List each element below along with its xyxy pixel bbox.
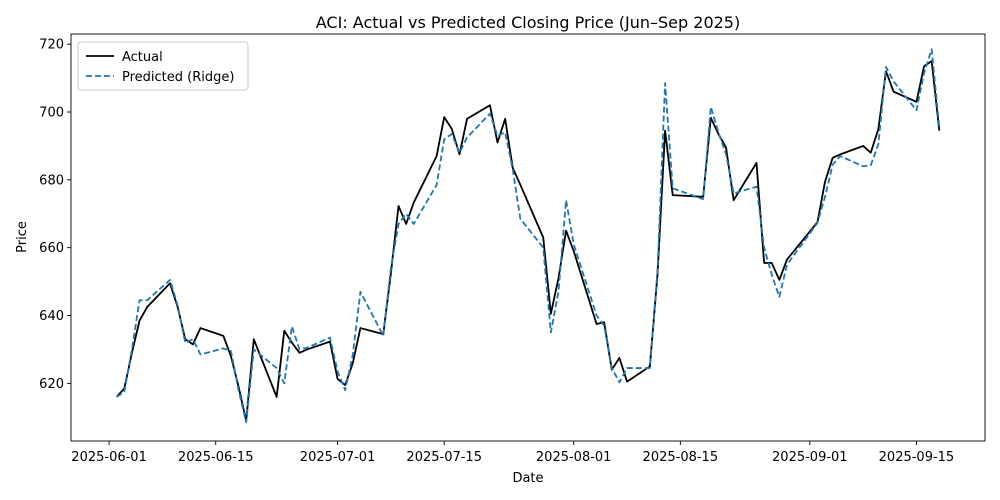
plot-area	[71, 34, 985, 441]
legend-label-predicted-ridge: Predicted (Ridge)	[122, 70, 234, 85]
y-tick-label: 680	[39, 173, 64, 188]
y-tick-label: 720	[39, 38, 64, 53]
chart-title: ACI: Actual vs Predicted Closing Price (…	[316, 13, 740, 32]
y-tick-label: 700	[39, 106, 64, 121]
y-axis-label: Price	[15, 221, 30, 253]
series-layer	[116, 48, 941, 424]
x-tick-label: 2025-09-15	[879, 450, 955, 465]
legend-label-actual: Actual	[122, 50, 163, 65]
x-tick-label: 2025-08-01	[536, 450, 612, 465]
x-tick-label: 2025-07-01	[300, 450, 376, 465]
x-tick-label: 2025-07-15	[406, 450, 482, 465]
y-tick-label: 640	[39, 309, 64, 324]
x-tick-label: 2025-09-01	[772, 450, 848, 465]
y-tick-label: 660	[39, 241, 64, 256]
x-axis-label: Date	[512, 471, 543, 486]
y-tick-label: 620	[39, 377, 64, 392]
series-line-actual	[116, 60, 941, 422]
x-tick-label: 2025-06-15	[178, 450, 254, 465]
legend: Actual Predicted (Ridge)	[77, 41, 249, 91]
x-tick-label: 2025-08-15	[643, 450, 719, 465]
series-line-predicted-ridge	[116, 48, 941, 424]
x-tick-label: 2025-06-01	[71, 450, 147, 465]
x-axis-ticks: 2025-06-01 2025-06-15 2025-07-01 2025-07-15…	[71, 441, 954, 465]
plot-frame	[70, 33, 986, 442]
y-axis-ticks: 620 640 660 680 700 720	[39, 38, 71, 392]
legend-box	[77, 41, 249, 91]
